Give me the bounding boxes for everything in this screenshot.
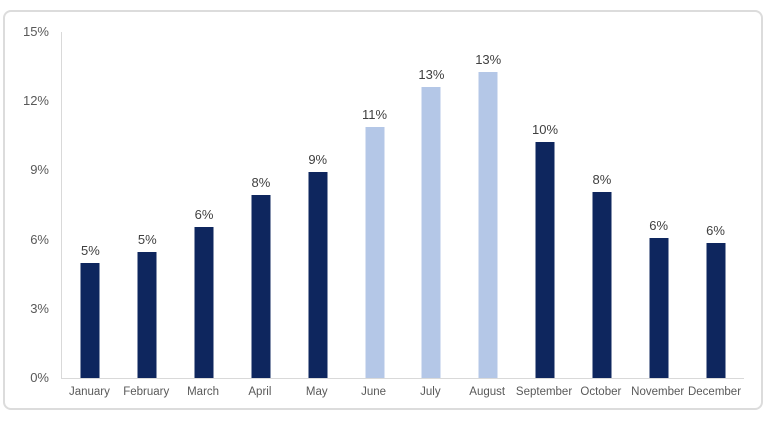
bar-group: 10% — [517, 32, 574, 378]
bar-data-label: 8% — [251, 174, 271, 190]
x-category-label: April — [248, 386, 272, 398]
bar-data-label: 11% — [362, 106, 388, 122]
bar — [137, 252, 157, 378]
y-tick-label: 9% — [30, 162, 49, 178]
y-tick-label: 6% — [30, 231, 49, 247]
bar-group: 8% — [573, 32, 630, 378]
x-category-label: July — [420, 386, 441, 398]
y-tick-label: 3% — [30, 300, 49, 316]
bar-group: 8% — [232, 32, 289, 378]
bar-group: 5% — [62, 32, 119, 378]
y-axis: 15% 12% 9% 6% 3% 0% — [5, 12, 49, 408]
bar-group: 6% — [630, 32, 687, 378]
bar-data-label: 8% — [592, 172, 612, 188]
y-tick-label: 0% — [30, 370, 49, 385]
x-category-label: February — [123, 386, 170, 398]
x-category-label: September — [515, 386, 573, 398]
bar-group: 9% — [289, 32, 346, 378]
x-category-label: March — [187, 386, 220, 398]
bar — [365, 126, 385, 378]
bar — [194, 226, 214, 378]
bar-data-label: 6% — [194, 206, 214, 222]
x-category-label: June — [361, 386, 387, 398]
y-tick-label: 15% — [22, 24, 49, 39]
bar — [535, 141, 555, 378]
bar-data-label: 6% — [649, 218, 669, 234]
y-tick-label: 12% — [22, 93, 49, 109]
x-category-label: December — [687, 386, 742, 398]
bar-group: 6% — [687, 32, 744, 378]
x-category-label: January — [68, 386, 110, 398]
bar-group: 11% — [346, 32, 403, 378]
bar — [251, 194, 271, 378]
x-category-label: August — [469, 386, 506, 398]
bar — [706, 243, 726, 378]
bar-data-label: 5% — [81, 242, 100, 258]
x-axis-labels: January February March April May June July Augu… — [61, 386, 743, 398]
x-category-label: May — [305, 386, 328, 398]
bar-data-label: 9% — [308, 151, 328, 167]
x-category-label: October — [580, 386, 622, 398]
bar — [592, 192, 612, 378]
bar — [80, 262, 100, 378]
bar-data-label: 5% — [137, 232, 157, 248]
plot-area: 5% 5% 6% 8% 9% 11% 13% 13% 10% 8% 6% 6% — [61, 32, 744, 379]
bar — [421, 87, 441, 378]
bar-data-label: 10% — [532, 121, 559, 137]
bar-group: 13% — [403, 32, 460, 378]
bar-group: 5% — [119, 32, 176, 378]
bar — [649, 238, 669, 378]
bar-data-label: 13% — [475, 52, 502, 68]
bar-group: 6% — [176, 32, 233, 378]
x-category-label: November — [631, 386, 685, 398]
bar-data-label: 13% — [418, 67, 445, 83]
chart-frame: 15% 12% 9% 6% 3% 0% 5% 5% 6% 8% 9% 11% 13% 13% 10% 8% 6… — [3, 10, 763, 410]
bar-group: 13% — [460, 32, 517, 378]
bar — [308, 171, 328, 378]
bar-data-label: 6% — [706, 223, 725, 239]
bar — [478, 72, 498, 378]
